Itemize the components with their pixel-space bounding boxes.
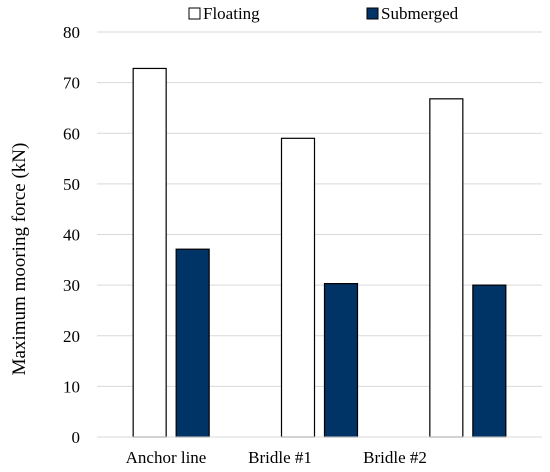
x-tick-label-1: Bridle #1 (248, 448, 312, 467)
gridlines (97, 31, 542, 387)
bars (132, 67, 507, 438)
legend-swatch-floating (188, 7, 201, 20)
x-axis-ticks: Anchor line Bridle #1 Bridle #2 (126, 448, 427, 467)
legend-label-submerged: Submerged (381, 4, 459, 23)
bar-floating-0 (132, 67, 167, 438)
y-tick-label-60: 60 (63, 124, 80, 143)
y-tick-label-0: 0 (72, 428, 81, 447)
bar-floating-1 (280, 137, 316, 438)
y-tick-label-10: 10 (63, 377, 80, 396)
y-tick-label-80: 80 (63, 23, 80, 42)
y-axis-ticks: 0 10 20 30 40 50 60 70 80 (63, 23, 80, 447)
legend: Floating Submerged (188, 4, 459, 23)
bar-floating-2 (429, 98, 464, 438)
x-tick-label-2: Bridle #2 (363, 448, 427, 467)
y-tick-label-30: 30 (63, 276, 80, 295)
bar-submerged-2 (472, 284, 507, 438)
y-tick-label-50: 50 (63, 175, 80, 194)
y-tick-label-20: 20 (63, 327, 80, 346)
y-tick-label-40: 40 (63, 226, 80, 245)
x-tick-label-0: Anchor line (126, 448, 207, 467)
bar-submerged-0 (175, 248, 210, 438)
legend-swatch-submerged (366, 7, 379, 20)
bar-submerged-1 (323, 283, 359, 438)
legend-label-floating: Floating (203, 4, 260, 23)
y-tick-label-70: 70 (63, 74, 80, 93)
y-axis-title: Maximum mooring force (kN) (9, 143, 30, 376)
